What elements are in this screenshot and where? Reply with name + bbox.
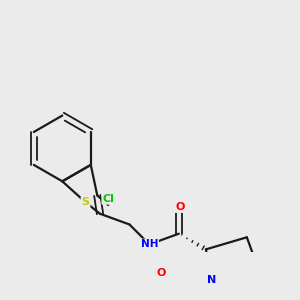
Text: NH: NH — [141, 239, 158, 249]
Text: S: S — [82, 197, 89, 207]
Text: Cl: Cl — [102, 194, 114, 204]
Text: N: N — [207, 275, 216, 285]
Text: O: O — [176, 202, 185, 212]
Text: O: O — [156, 268, 166, 278]
